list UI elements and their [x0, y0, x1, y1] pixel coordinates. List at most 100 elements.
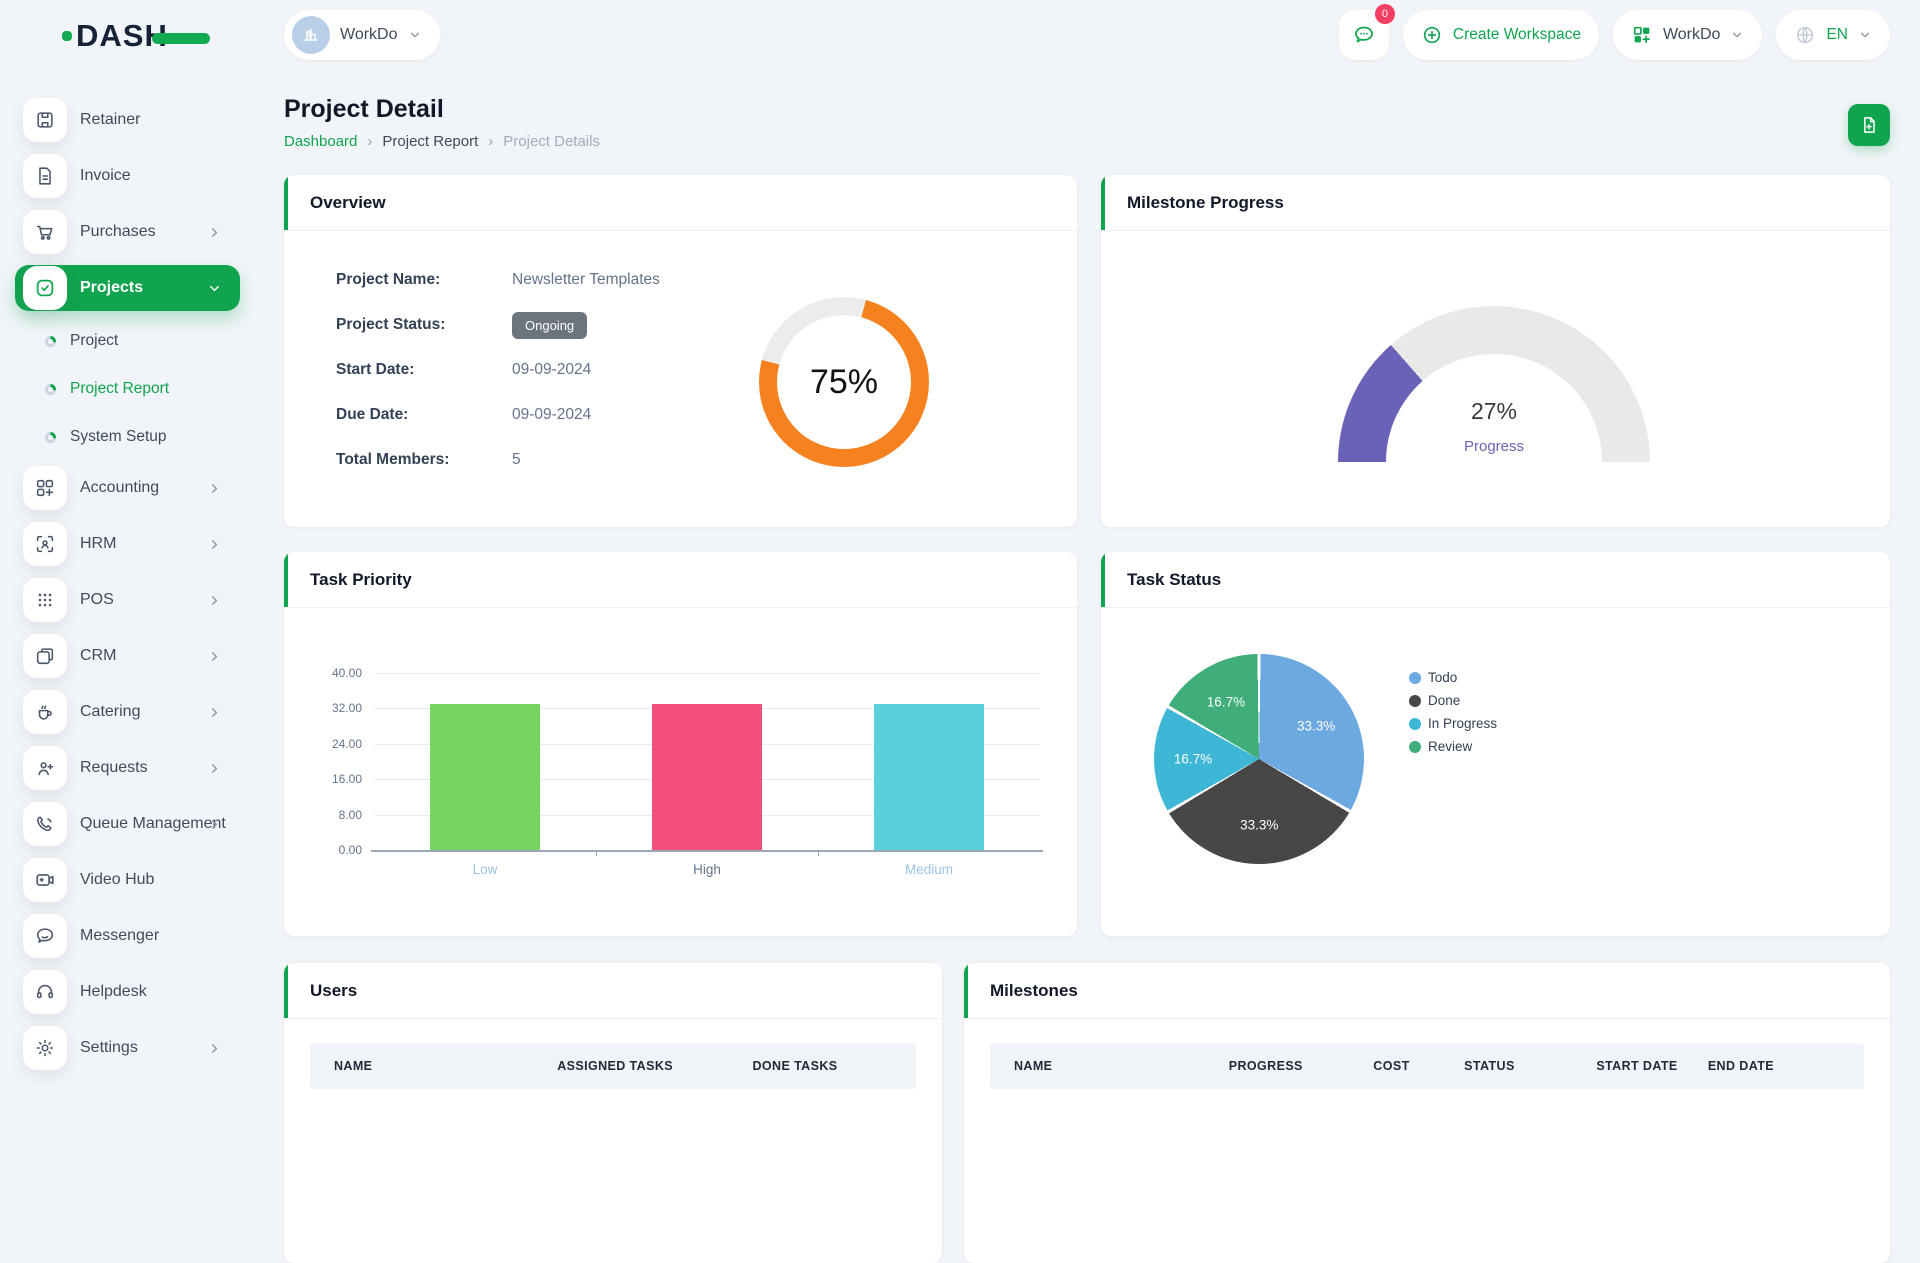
overview-card: Overview Project Name: Newsletter Templat… [284, 175, 1077, 527]
accounting-icon [23, 466, 67, 510]
pie-slice-label-in-progress: 16.7% [1173, 751, 1213, 767]
y-axis-tick-label: 40.00 [331, 666, 362, 680]
milestones-column-cost: COST [1373, 1059, 1410, 1073]
sidebar-item-settings[interactable]: Settings [15, 1025, 240, 1071]
sidebar-subitem-system-setup[interactable]: System Setup [15, 417, 252, 457]
sidebar-item-purchases[interactable]: Purchases [15, 209, 240, 255]
milestones-column-end-date: END DATE [1707, 1059, 1774, 1073]
overview-field-project-name: Project Name: Newsletter Templates [336, 267, 660, 293]
milestones-column-status: STATUS [1464, 1059, 1515, 1073]
gauge-value: 27% [1470, 398, 1518, 424]
sidebar-item-helpdesk[interactable]: Helpdesk [15, 969, 240, 1015]
field-label: Due Date: [336, 406, 409, 423]
sidebar-sublist-projects: Project Project Report System Setup [15, 321, 252, 457]
chevron-right-icon [207, 649, 222, 664]
plus-circle-icon [1423, 26, 1441, 44]
video-hub-icon [23, 858, 67, 902]
sidebar-item-queue-management[interactable]: Queue Management [15, 801, 240, 847]
sidebar-subitem-project-report[interactable]: Project Report [15, 369, 252, 409]
milestone-card-header: Milestone Progress [1101, 175, 1890, 231]
building-icon [304, 29, 318, 41]
field-label: Project Name: [336, 271, 441, 288]
breadcrumb-dashboard[interactable]: Dashboard [284, 133, 358, 150]
workspace-selector[interactable]: WorkDo [284, 10, 440, 60]
chevron-right-icon [207, 481, 222, 496]
project-progress-donut[interactable]: 75% [759, 297, 929, 467]
crm-icon [23, 634, 67, 678]
legend-item-in-progress[interactable]: In Progress [1409, 712, 1497, 735]
chevron-right-icon [207, 1041, 222, 1056]
y-axis-tick-label: 0.00 [338, 843, 362, 857]
chevron-right-icon [207, 761, 222, 776]
sidebar-item-pos[interactable]: POS [15, 577, 240, 623]
bullet-icon [45, 335, 56, 347]
hrm-icon [23, 522, 67, 566]
task-status-card-header: Task Status [1101, 552, 1890, 608]
sidebar-item-requests[interactable]: Requests [15, 745, 240, 791]
chevron-down-icon [207, 281, 222, 296]
create-workspace-button[interactable]: Create Workspace [1402, 10, 1599, 60]
bar-low[interactable] [430, 703, 540, 850]
grid-plus-icon [1633, 26, 1650, 43]
retainer-icon [23, 98, 67, 142]
bar-high[interactable] [652, 703, 762, 850]
globe-icon [1797, 26, 1814, 44]
status-badge: Ongoing [512, 311, 588, 339]
legend-dot-icon [1409, 671, 1421, 684]
sidebar-item-messenger[interactable]: Messenger [15, 913, 240, 959]
sidebar-item-label: Requests [80, 759, 148, 776]
sidebar-item-catering[interactable]: Catering [15, 689, 240, 735]
workspace-menu-button[interactable]: WorkDo [1612, 10, 1763, 60]
sidebar-item-invoice[interactable]: Invoice [15, 153, 240, 199]
bullet-icon [45, 383, 56, 395]
messages-button[interactable]: 0 [1338, 4, 1395, 60]
users-column-done-tasks: DONE TASKS [752, 1059, 838, 1073]
sidebar-item-projects[interactable]: Projects [15, 265, 240, 311]
milestone-progress-title: Milestone Progress [1127, 192, 1284, 212]
users-column-name: NAME [334, 1059, 373, 1073]
gridline [374, 673, 1040, 674]
top-bar: DASH WorkDo 0 Create Workspace [0, 0, 1920, 70]
queue-management-icon [23, 802, 67, 846]
legend-dot-icon [1409, 740, 1421, 753]
milestones-column-name: NAME [1014, 1059, 1053, 1073]
legend-item-todo[interactable]: Todo [1409, 666, 1497, 689]
task-status-pie-chart[interactable]: 33.3% 33.3% 16.7% 16.7% [1154, 654, 1364, 864]
milestone-progress-gauge: 27% Progress [1338, 306, 1650, 462]
breadcrumb-current: Project Details [503, 133, 600, 150]
milestone-progress-card: Milestone Progress 27% Progress [1101, 175, 1890, 527]
sidebar-item-label: CRM [80, 647, 117, 664]
sidebar-item-video-hub[interactable]: Video Hub [15, 857, 240, 903]
breadcrumb-project-report[interactable]: Project Report [382, 133, 479, 150]
language-selector[interactable]: EN [1776, 10, 1890, 60]
chevron-right-icon [207, 225, 222, 240]
logo-dash-icon [151, 32, 210, 44]
milestones-card-header: Milestones [964, 963, 1890, 1019]
legend-label: Review [1428, 739, 1473, 754]
bar-medium[interactable] [874, 703, 984, 850]
axis-tick [596, 850, 597, 856]
export-report-button[interactable] [1848, 104, 1890, 146]
sidebar-item-label: POS [80, 591, 114, 608]
sidebar-item-hrm[interactable]: HRM [15, 521, 240, 567]
sidebar-item-retainer[interactable]: Retainer [15, 97, 240, 143]
field-value: 5 [512, 451, 521, 468]
page-title: Project Detail [284, 95, 444, 123]
legend-item-done[interactable]: Done [1409, 689, 1497, 712]
workspace-name: WorkDo [340, 26, 398, 43]
field-value: Newsletter Templates [512, 271, 660, 288]
sidebar-subitem-project[interactable]: Project [15, 321, 252, 361]
sidebar-item-accounting[interactable]: Accounting [15, 465, 240, 511]
sidebar-item-crm[interactable]: CRM [15, 633, 240, 679]
chevron-down-icon [1860, 32, 1870, 38]
users-column-assigned-tasks: ASSIGNED TASKS [557, 1059, 673, 1073]
task-priority-card: Task Priority 0.00 8.00 16.00 24.00 32.00 40.… [284, 552, 1077, 936]
legend-item-review[interactable]: Review [1409, 735, 1497, 758]
sidebar-subitem-label: Project [70, 332, 119, 349]
chevron-right-icon [207, 817, 222, 832]
overview-field-due-date: Due Date: 09-09-2024 [336, 402, 660, 428]
invoice-icon [23, 154, 67, 198]
logo-dot-icon [62, 31, 72, 41]
language-label: EN [1826, 26, 1848, 43]
chat-icon [1354, 26, 1373, 43]
